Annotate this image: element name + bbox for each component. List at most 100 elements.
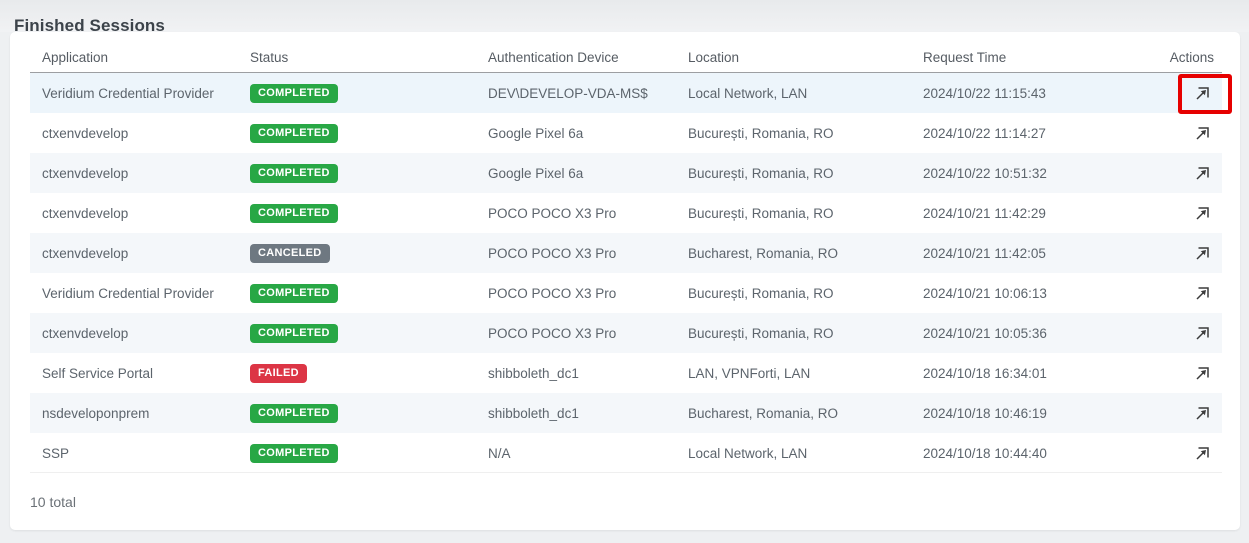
column-header-request-time: Request Time xyxy=(923,49,1007,65)
cell-application: Self Service Portal xyxy=(42,365,154,381)
open-session-details-button[interactable] xyxy=(1191,123,1214,144)
cell-location: Local Network, LAN xyxy=(688,445,808,461)
status-badge: COMPLETED xyxy=(250,83,338,103)
cell-application: ctxenvdevelop xyxy=(42,165,129,181)
cell-status: COMPLETED xyxy=(250,443,488,463)
external-link-icon xyxy=(1196,446,1209,460)
external-link-icon xyxy=(1196,286,1209,300)
table-row: Veridium Credential Provider COMPLETED D… xyxy=(30,73,1222,113)
cell-authentication-device: POCO POCO X3 Pro xyxy=(488,285,617,301)
cell-request-time: 2024/10/21 10:06:13 xyxy=(923,285,1047,301)
external-link-icon xyxy=(1196,246,1209,260)
page-background-band xyxy=(0,0,1249,32)
cell-actions xyxy=(1166,283,1222,304)
cell-location: LAN, VPNForti, LAN xyxy=(688,365,811,381)
status-badge: COMPLETED xyxy=(250,403,338,423)
cell-location: București, Romania, RO xyxy=(688,325,834,341)
open-session-details-button[interactable] xyxy=(1191,163,1214,184)
table-row: ctxenvdevelop COMPLETED Google Pixel 6a … xyxy=(30,113,1222,153)
cell-request-time: 2024/10/18 16:34:01 xyxy=(923,365,1047,381)
status-badge: COMPLETED xyxy=(250,203,338,223)
cell-authentication-device: N/A xyxy=(488,445,511,461)
cell-application: SSP xyxy=(42,445,70,461)
cell-authentication-device: shibboleth_dc1 xyxy=(488,365,579,381)
table-row: ctxenvdevelop CANCELED POCO POCO X3 Pro … xyxy=(30,233,1222,273)
status-badge: COMPLETED xyxy=(250,323,338,343)
cell-request-time: 2024/10/18 10:46:19 xyxy=(923,405,1047,421)
open-session-details-button[interactable] xyxy=(1191,363,1214,384)
cell-application: nsdeveloponprem xyxy=(42,405,150,421)
cell-application: Veridium Credential Provider xyxy=(42,285,214,301)
cell-request-time: 2024/10/22 11:15:43 xyxy=(923,85,1046,101)
cell-location: București, Romania, RO xyxy=(688,165,834,181)
cell-status: CANCELED xyxy=(250,243,488,263)
open-session-details-button[interactable] xyxy=(1191,243,1214,264)
cell-actions xyxy=(1166,443,1222,464)
cell-authentication-device: POCO POCO X3 Pro xyxy=(488,205,617,221)
status-badge: CANCELED xyxy=(250,243,330,263)
cell-request-time: 2024/10/21 10:05:36 xyxy=(923,325,1047,341)
cell-actions xyxy=(1166,203,1222,224)
cell-request-time: 2024/10/21 11:42:05 xyxy=(923,245,1046,261)
external-link-icon xyxy=(1196,206,1209,220)
open-session-details-button[interactable] xyxy=(1191,403,1214,424)
cell-actions xyxy=(1166,243,1222,264)
open-session-details-button[interactable] xyxy=(1191,443,1214,464)
external-link-icon xyxy=(1196,406,1209,420)
open-session-details-button[interactable] xyxy=(1191,323,1214,344)
status-badge: COMPLETED xyxy=(250,123,338,143)
table-row: ctxenvdevelop COMPLETED Google Pixel 6a … xyxy=(30,153,1222,193)
column-header-status: Status xyxy=(250,49,289,65)
cell-status: COMPLETED xyxy=(250,123,488,143)
external-link-icon xyxy=(1196,366,1209,380)
cell-request-time: 2024/10/22 10:51:32 xyxy=(923,165,1047,181)
status-badge: FAILED xyxy=(250,363,307,383)
table-row: Self Service Portal FAILED shibboleth_dc… xyxy=(30,353,1222,393)
cell-request-time: 2024/10/21 11:42:29 xyxy=(923,205,1046,221)
cell-authentication-device: shibboleth_dc1 xyxy=(488,405,579,421)
column-header-location: Location xyxy=(688,49,740,65)
cell-authentication-device: Google Pixel 6a xyxy=(488,125,584,141)
cell-authentication-device: DEV\DEVELOP-VDA-MS$ xyxy=(488,85,648,101)
open-session-details-button[interactable] xyxy=(1191,283,1214,304)
status-badge: COMPLETED xyxy=(250,163,338,183)
open-session-details-button[interactable] xyxy=(1191,83,1214,104)
cell-status: COMPLETED xyxy=(250,83,488,103)
cell-location: Bucharest, Romania, RO xyxy=(688,405,839,421)
cell-authentication-device: POCO POCO X3 Pro xyxy=(488,325,617,341)
cell-actions xyxy=(1166,363,1222,384)
cell-authentication-device: POCO POCO X3 Pro xyxy=(488,245,617,261)
external-link-icon xyxy=(1196,166,1209,180)
table-row: ctxenvdevelop COMPLETED POCO POCO X3 Pro… xyxy=(30,193,1222,233)
cell-status: COMPLETED xyxy=(250,203,488,223)
table-header-row: Application Status Authentication Device… xyxy=(30,42,1222,73)
status-badge: COMPLETED xyxy=(250,283,338,303)
cell-application: Veridium Credential Provider xyxy=(42,85,214,101)
external-link-icon xyxy=(1196,86,1209,100)
column-header-authentication-device: Authentication Device xyxy=(488,49,619,65)
cell-application: ctxenvdevelop xyxy=(42,205,129,221)
table-row: nsdeveloponprem COMPLETED shibboleth_dc1… xyxy=(30,393,1222,433)
cell-status: COMPLETED xyxy=(250,283,488,303)
cell-location: București, Romania, RO xyxy=(688,285,834,301)
cell-location: București, Romania, RO xyxy=(688,125,834,141)
open-session-details-button[interactable] xyxy=(1191,203,1214,224)
cell-status: FAILED xyxy=(250,363,488,383)
cell-request-time: 2024/10/22 11:14:27 xyxy=(923,125,1046,141)
cell-application: ctxenvdevelop xyxy=(42,245,129,261)
cell-actions xyxy=(1166,123,1222,144)
cell-location: Local Network, LAN xyxy=(688,85,808,101)
table-body: Veridium Credential Provider COMPLETED D… xyxy=(30,73,1222,473)
cell-actions xyxy=(1166,403,1222,424)
external-link-icon xyxy=(1196,126,1209,140)
cell-application: ctxenvdevelop xyxy=(42,325,129,341)
table-row: ctxenvdevelop COMPLETED POCO POCO X3 Pro… xyxy=(30,313,1222,353)
cell-actions xyxy=(1166,163,1222,184)
status-badge: COMPLETED xyxy=(250,443,338,463)
cell-actions xyxy=(1166,83,1222,104)
cell-application: ctxenvdevelop xyxy=(42,125,129,141)
total-count: 10 total xyxy=(30,472,1222,510)
cell-status: COMPLETED xyxy=(250,323,488,343)
column-header-actions: Actions xyxy=(1169,49,1214,65)
column-header-application: Application xyxy=(42,49,109,65)
